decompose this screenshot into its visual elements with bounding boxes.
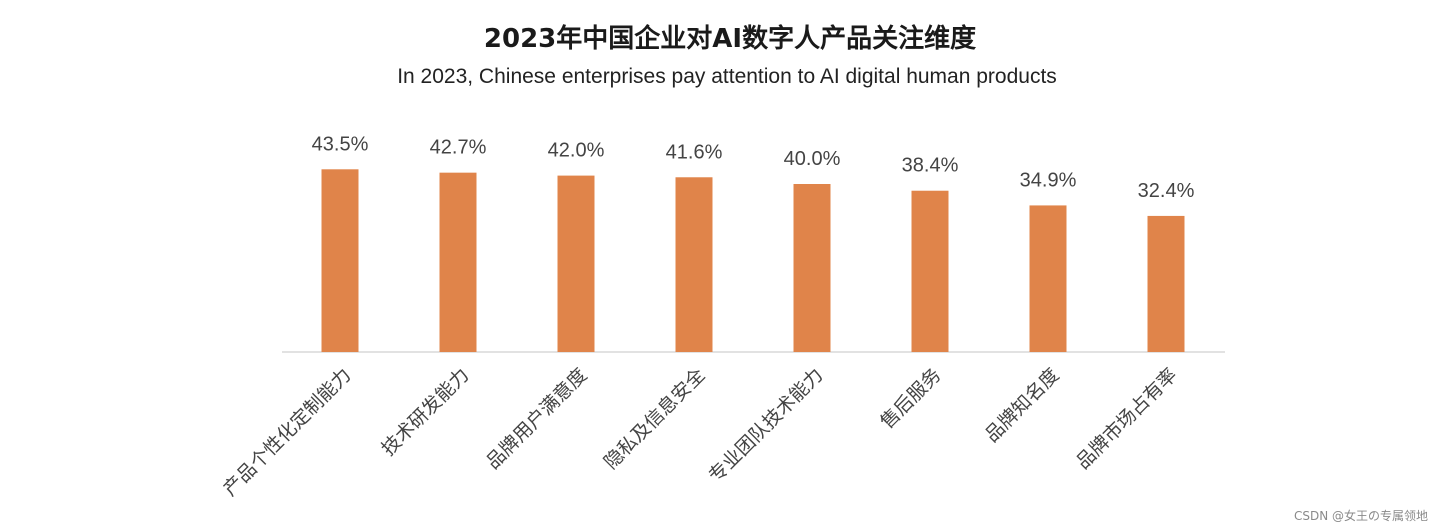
value-label: 42.0%: [548, 140, 605, 162]
value-label: 34.9%: [1020, 169, 1077, 191]
bar: [911, 190, 949, 352]
category-label: 品牌知名度: [981, 364, 1064, 447]
bar: [1147, 215, 1185, 352]
chart-title: 2023年中国企业对AI数字人产品关注维度: [484, 23, 976, 54]
value-label: 42.7%: [430, 137, 487, 159]
category-label: 隐私及信息安全: [600, 364, 710, 474]
value-label: 38.4%: [902, 155, 959, 177]
category-label: 品牌用户满意度: [482, 364, 592, 474]
bar: [557, 175, 595, 352]
category-label: 产品个性化定制能力: [219, 364, 355, 500]
category-label: 售后服务: [876, 364, 945, 433]
bar: [793, 184, 831, 352]
bar: [675, 177, 713, 352]
value-labels-group: 43.5% 42.7% 42.0% 41.6% 40.0% 38.4% 34.9% 32.4%: [312, 133, 1195, 202]
bar: [321, 169, 359, 352]
category-label: 品牌市场占有率: [1072, 364, 1182, 474]
category-label: 专业团队技术能力: [704, 364, 827, 487]
value-label: 41.6%: [666, 141, 723, 163]
chart-subtitle: In 2023, Chinese enterprises pay attenti…: [397, 65, 1057, 88]
bar: [439, 172, 477, 352]
value-label: 40.0%: [784, 148, 841, 170]
value-label: 43.5%: [312, 133, 369, 155]
bar: [1029, 205, 1067, 352]
value-label: 32.4%: [1138, 180, 1195, 202]
watermark: CSDN @女王の专属领地: [1294, 508, 1428, 523]
bars-group: [321, 169, 1185, 352]
category-label: 技术研发能力: [377, 364, 473, 460]
